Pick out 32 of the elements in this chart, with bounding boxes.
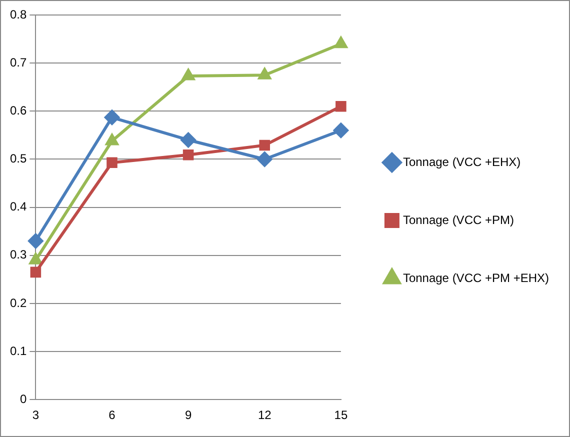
x-tick-label: 12 [258, 408, 272, 422]
y-tick-label: 0.3 [10, 248, 27, 262]
y-tick-label: 0.8 [10, 7, 27, 22]
point [106, 157, 118, 168]
x-tick-label: 6 [108, 408, 116, 422]
point [258, 68, 271, 80]
point [336, 100, 346, 112]
point [28, 233, 44, 248]
point [180, 132, 196, 148]
y-tick-label: 0 [20, 392, 27, 406]
point [333, 122, 348, 138]
y-tick-label: 0.1 [10, 344, 27, 358]
point [29, 253, 42, 264]
point [182, 69, 195, 80]
point [259, 140, 270, 151]
y-tick-label: 0.4 [10, 200, 27, 214]
y-tick-label: 0.7 [10, 55, 27, 70]
y-tick-label: 0.2 [10, 296, 27, 310]
point [30, 266, 42, 278]
legend-label: Tonnage (VCC +PM) [402, 212, 514, 227]
point [334, 36, 348, 48]
point [182, 150, 194, 160]
x-tick-label: 15 [334, 408, 348, 422]
x-tick-label: 9 [184, 408, 192, 422]
point [257, 152, 272, 167]
legend-label: Tonnage (VCC +EHX) [402, 154, 521, 169]
point [104, 110, 120, 125]
y-tick-label: 0.6 [10, 103, 27, 118]
legend-label: Tonnage (VCC +PM +EHX) [402, 270, 550, 285]
y-tick-label: 0.5 [10, 152, 27, 166]
x-tick-label: 3 [32, 408, 40, 422]
point [106, 134, 118, 146]
